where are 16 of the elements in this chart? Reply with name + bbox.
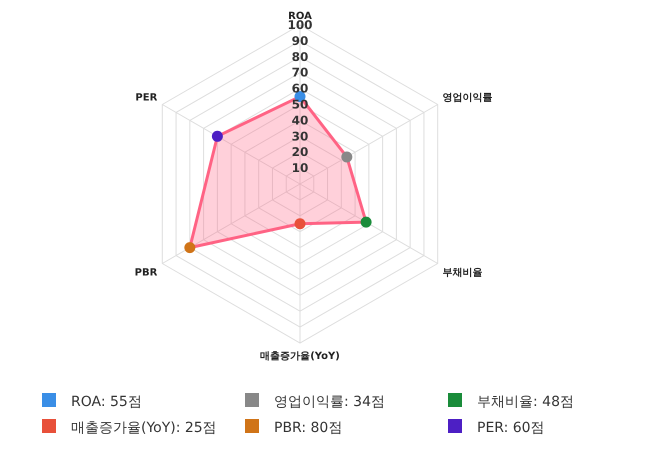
spoke-label: 부채비율 bbox=[442, 267, 483, 278]
y-tick-label: 60 bbox=[292, 82, 308, 96]
y-tick-label: 100 bbox=[287, 18, 313, 32]
y-tick-label: 80 bbox=[292, 50, 308, 64]
y-tick-label: 30 bbox=[292, 129, 308, 144]
y-tick-label: 70 bbox=[292, 66, 308, 80]
spoke-label: PER bbox=[135, 92, 158, 104]
y-tick-label: 20 bbox=[292, 145, 308, 160]
y-tick-label: 40 bbox=[292, 113, 308, 128]
y-tick-label: 50 bbox=[292, 98, 308, 112]
y-tick-label: 10 bbox=[292, 161, 308, 176]
spoke-label: 매출증가율(YoY) bbox=[260, 351, 340, 362]
spoke-label: 영업이익률 bbox=[442, 92, 493, 104]
value-labels: ROA: 55점 영업이익률: 34점 부채비율: 48점 매출증가율(YoY): 25점 PBR: 80점 PER: 60점 bbox=[42, 393, 574, 436]
spoke-label: PBR bbox=[134, 267, 158, 278]
y-tick-label: 90 bbox=[292, 34, 308, 48]
